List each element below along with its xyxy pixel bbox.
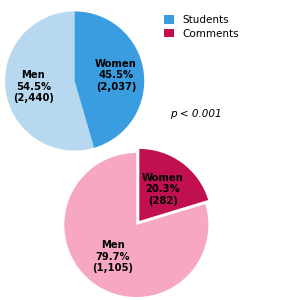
Legend: Students, Comments: Students, Comments xyxy=(164,15,239,39)
Wedge shape xyxy=(64,153,208,297)
Text: Men
54.5%
(2,440): Men 54.5% (2,440) xyxy=(13,70,54,104)
Text: Women
45.5%
(2,037): Women 45.5% (2,037) xyxy=(95,58,137,92)
Text: Men
79.7%
(1,105): Men 79.7% (1,105) xyxy=(92,240,133,273)
Wedge shape xyxy=(5,11,94,151)
Text: p < 0.001: p < 0.001 xyxy=(170,109,221,118)
Wedge shape xyxy=(75,11,144,148)
Wedge shape xyxy=(139,149,208,221)
Text: Women
20.3%
(282): Women 20.3% (282) xyxy=(142,172,184,206)
